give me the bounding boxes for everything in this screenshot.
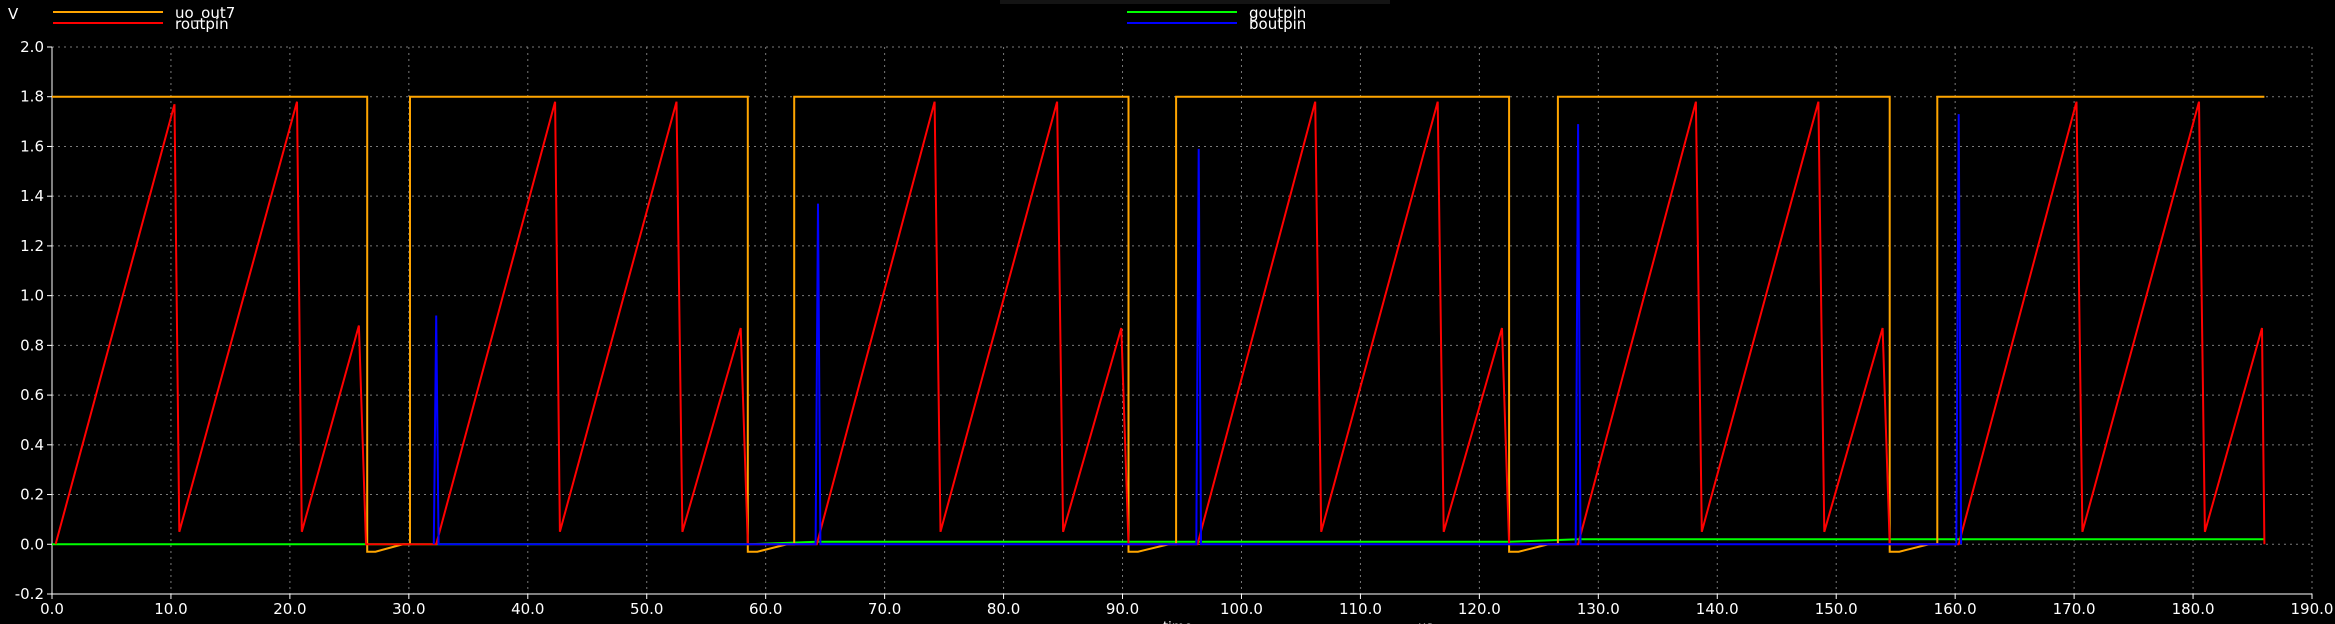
legend-label-uo_out7: uo_out7 bbox=[175, 4, 235, 23]
x-tick-label: 130.0 bbox=[1577, 600, 1620, 618]
legend-label-routpin: routpin bbox=[175, 15, 229, 33]
x-tick-label: 30.0 bbox=[392, 600, 425, 618]
y-tick-label: 0.8 bbox=[20, 336, 44, 354]
legend-item-routpin: routpin bbox=[53, 15, 229, 33]
legend-label-goutpin: goutpin bbox=[1249, 4, 1306, 22]
y-tick-label: 0.0 bbox=[20, 535, 44, 553]
x-axis-unit: us bbox=[1418, 620, 1433, 624]
x-tick-label: 70.0 bbox=[868, 600, 901, 618]
x-tick-label: 0.0 bbox=[40, 600, 64, 618]
x-tick-label: 150.0 bbox=[1815, 600, 1858, 618]
y-axis-label: V bbox=[8, 5, 19, 23]
x-tick-label: 120.0 bbox=[1458, 600, 1501, 618]
axes bbox=[47, 46, 2313, 599]
x-tick-label: 80.0 bbox=[987, 600, 1020, 618]
series-layer bbox=[52, 95, 2266, 553]
x-tick-label: 170.0 bbox=[2053, 600, 2096, 618]
x-tick-label: 140.0 bbox=[1696, 600, 1739, 618]
x-tick-label: 60.0 bbox=[749, 600, 782, 618]
y-tick-label: -0.2 bbox=[15, 585, 44, 603]
x-tick-label: 40.0 bbox=[511, 600, 544, 618]
y-tick-label: 2.0 bbox=[20, 38, 44, 56]
x-tick-label: 50.0 bbox=[630, 600, 663, 618]
x-tick-label: 110.0 bbox=[1339, 600, 1382, 618]
y-tick-label: 0.4 bbox=[20, 436, 44, 454]
legend-label-boutpin: boutpin bbox=[1249, 15, 1306, 33]
x-tick-label: 20.0 bbox=[273, 600, 306, 618]
y-tick-label: 1.4 bbox=[20, 187, 44, 205]
y-tick-label: 1.2 bbox=[20, 237, 44, 255]
y-tick-label: 1.8 bbox=[20, 88, 44, 106]
legend-item-goutpin: goutpin bbox=[1127, 4, 1306, 22]
legend-item-boutpin: boutpin bbox=[1127, 15, 1306, 33]
x-axis-label: time bbox=[1163, 620, 1192, 624]
series-line-boutpin bbox=[432, 114, 1963, 546]
legend: uo_out7 routpin goutpin boutpin bbox=[53, 4, 1306, 33]
y-tick-label: 0.2 bbox=[20, 486, 44, 504]
x-tick-label: 10.0 bbox=[154, 600, 187, 618]
x-tick-label: 190.0 bbox=[2291, 600, 2334, 618]
x-tick-label: 160.0 bbox=[1934, 600, 1977, 618]
tick-labels: 0.0 10.0 20.0 30.0 40.0 50.0 60.0 70.0 80.0 90.0 1… bbox=[15, 38, 2334, 618]
x-tick-label: 90.0 bbox=[1106, 600, 1139, 618]
x-tick-label: 100.0 bbox=[1220, 600, 1263, 618]
x-tick-label: 180.0 bbox=[2172, 600, 2215, 618]
y-tick-label: 1.0 bbox=[20, 287, 44, 305]
legend-item-uo_out7: uo_out7 bbox=[53, 4, 235, 23]
y-tick-label: 1.6 bbox=[20, 137, 44, 155]
y-tick-label: 0.6 bbox=[20, 386, 44, 404]
legend-strip-bar bbox=[1000, 0, 1390, 4]
